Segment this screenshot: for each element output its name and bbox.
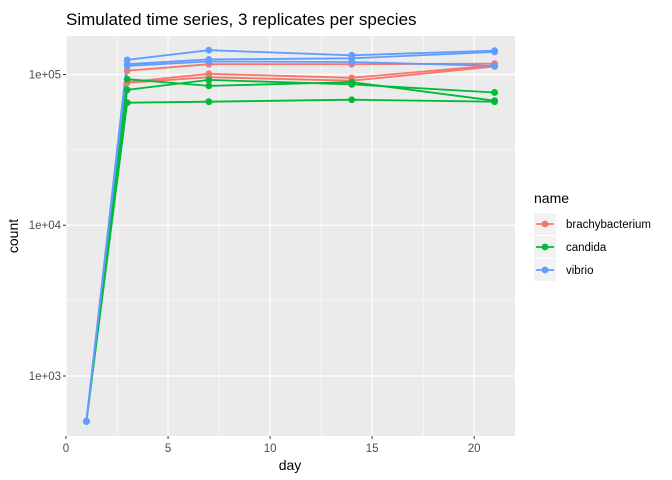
legend-label-candida: candida (566, 242, 607, 254)
y-tick-label: 1e+03 (29, 371, 61, 383)
data-point-brachybacterium (123, 67, 131, 75)
data-point-vibrio (83, 417, 90, 425)
legend-key-point-brachybacterium (541, 220, 549, 228)
x-tick-label: 5 (165, 443, 171, 455)
data-point-brachybacterium (205, 70, 213, 78)
legend-label-brachybacterium: brachybacterium (566, 219, 651, 231)
x-tick-label: 15 (366, 443, 379, 455)
data-point-vibrio (123, 62, 131, 70)
data-point-candida (205, 76, 213, 84)
data-point-candida (491, 97, 498, 105)
data-point-vibrio (491, 62, 498, 70)
legend-title: name (534, 190, 569, 206)
data-point-candida (123, 75, 131, 83)
data-point-vibrio (348, 58, 356, 66)
data-point-vibrio (205, 46, 213, 54)
data-point-candida (491, 89, 498, 96)
legend-key-point-vibrio (541, 266, 549, 274)
y-axis: 1e+03 1e+04 1e+05 (29, 69, 66, 383)
y-tick-label: 1e+04 (29, 220, 62, 232)
data-point-candida (205, 98, 213, 106)
x-tick-label: 10 (264, 443, 277, 455)
legend: name brachybacterium candida vibrio (534, 190, 651, 281)
x-axis: 0 5 10 15 20 (63, 436, 481, 455)
x-axis-title: day (279, 457, 302, 473)
grid-minor (66, 36, 515, 436)
data-point-vibrio (205, 58, 213, 65)
chart-title: Simulated time series, 3 replicates per … (66, 10, 417, 29)
data-point-vibrio (491, 48, 498, 56)
y-axis-title: count (5, 219, 21, 253)
legend-label-vibrio: vibrio (566, 265, 593, 277)
data-point-candida (205, 82, 213, 90)
legend-key-point-candida (541, 243, 549, 251)
data-point-candida (348, 78, 356, 86)
y-tick-label: 1e+05 (29, 69, 61, 81)
x-tick-label: 20 (468, 443, 481, 455)
data-point-candida (348, 96, 356, 104)
x-tick-label: 0 (63, 443, 69, 455)
data-point-candida (123, 99, 131, 107)
data-point-candida (123, 86, 131, 94)
series-layer (83, 46, 498, 425)
